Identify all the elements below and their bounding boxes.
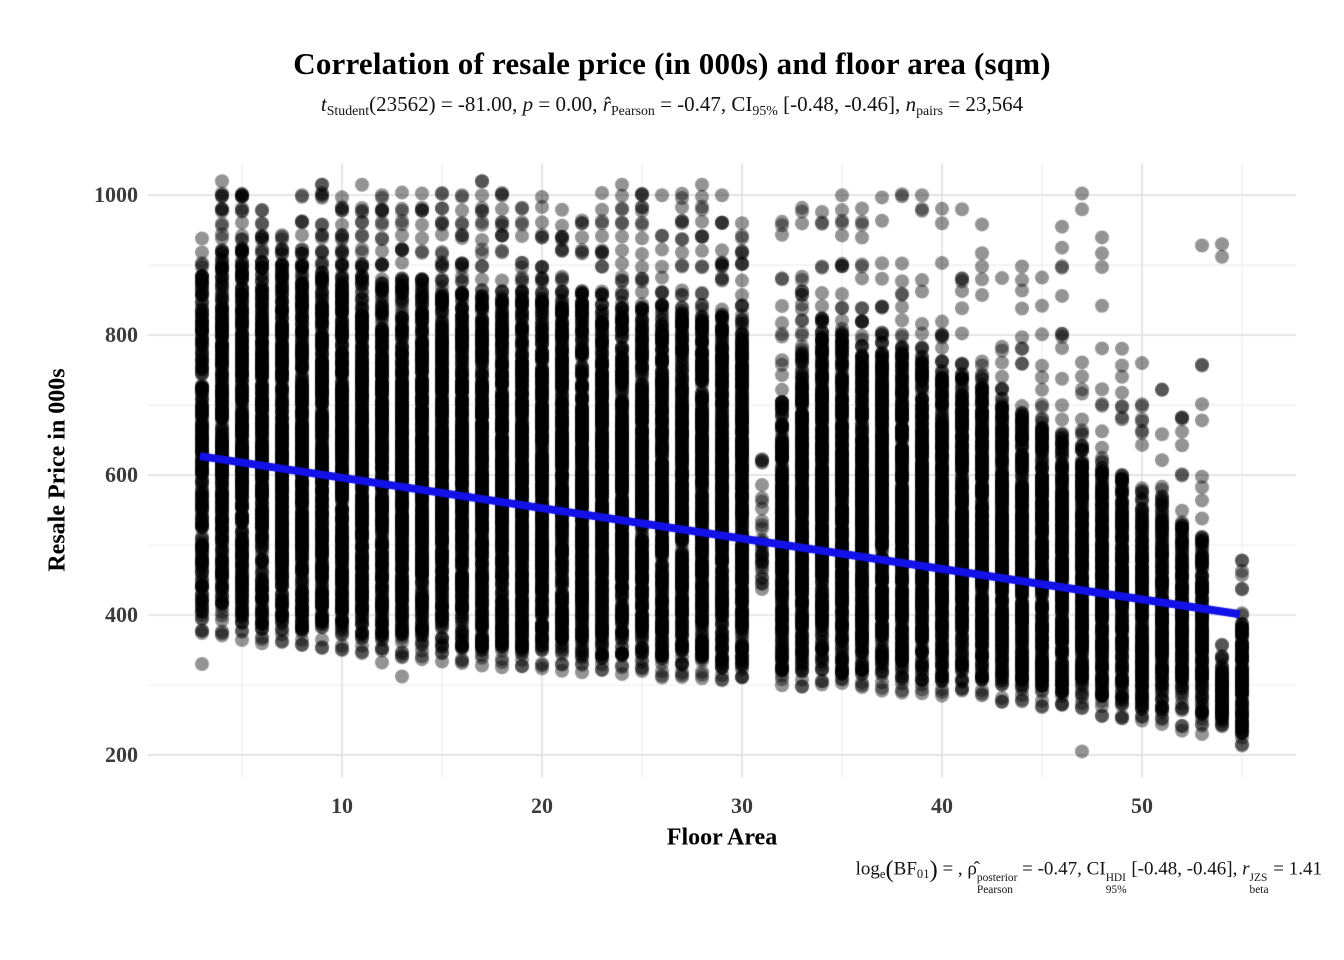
x-tick-label: 30 bbox=[731, 793, 753, 818]
stat-text: 01 bbox=[916, 867, 930, 882]
chart-title: Correlation of resale price (in 000s) an… bbox=[293, 46, 1051, 81]
y-tick-label: 1000 bbox=[94, 182, 138, 208]
stat-text: [-0.48, -0.46], bbox=[777, 92, 906, 116]
stat-text: 95% bbox=[752, 102, 778, 118]
x-tick-label: 50 bbox=[1131, 793, 1153, 818]
stat-text: p bbox=[522, 92, 534, 116]
stat-text: (23562) = -81.00, bbox=[369, 92, 523, 116]
stat-text: e bbox=[879, 867, 886, 882]
stat-text: Pearson bbox=[610, 102, 655, 118]
y-tick-label: 200 bbox=[105, 741, 138, 767]
bayes-caption: loge(BF01) = , ρ̂ posterior Pearson = -0.4… bbox=[855, 856, 1322, 897]
y-tick-label: 600 bbox=[105, 462, 138, 488]
stat-text: = 0.00, bbox=[533, 92, 603, 116]
stat-text: n bbox=[905, 92, 917, 116]
stat-text: Student bbox=[326, 102, 370, 118]
stat-text: log bbox=[855, 858, 880, 880]
stat-text: = -0.47, CI bbox=[654, 92, 753, 116]
stat-text: r̂ bbox=[602, 92, 611, 116]
scatter-canvas bbox=[148, 163, 1296, 778]
stat-supsub: posterior Pearson bbox=[976, 871, 1018, 896]
stat-text: t bbox=[320, 92, 327, 116]
stat-text: = 1.41 bbox=[1268, 858, 1322, 880]
stats-subtitle: tStudent(23562) = -81.00, p = 0.00, r̂Pe… bbox=[0, 92, 1344, 119]
x-tick-label: 10 bbox=[331, 793, 353, 818]
stat-text: BF bbox=[893, 858, 917, 880]
y-tick-label: 400 bbox=[105, 601, 138, 627]
plot-panel bbox=[148, 163, 1296, 778]
stat-text: = , bbox=[937, 858, 968, 880]
stat-supsub: JZS beta bbox=[1249, 871, 1269, 896]
x-axis-title: Floor Area bbox=[666, 824, 778, 851]
stat-supsub: HDI 95% bbox=[1105, 871, 1127, 896]
y-tick-label: 800 bbox=[105, 322, 138, 348]
stat-text: = -0.47, CI bbox=[1017, 858, 1106, 880]
stat-text: ( bbox=[885, 856, 894, 883]
stat-text: r bbox=[1242, 858, 1250, 880]
stat-text: pairs bbox=[916, 102, 944, 118]
y-axis-title: Resale Price in 000s bbox=[44, 368, 71, 572]
stat-text: ) bbox=[929, 856, 938, 883]
stat-text: [-0.48, -0.46], bbox=[1126, 858, 1243, 880]
stat-text: ρ̂ bbox=[967, 858, 977, 880]
x-tick-label: 40 bbox=[931, 793, 953, 818]
x-tick-label: 20 bbox=[531, 793, 553, 818]
stat-text: = 23,564 bbox=[943, 92, 1024, 116]
